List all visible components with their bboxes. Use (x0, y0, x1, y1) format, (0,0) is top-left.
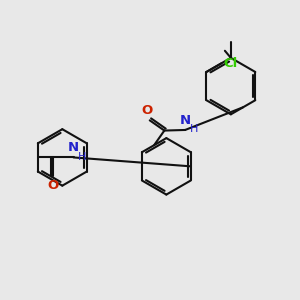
Text: N: N (68, 142, 79, 154)
Text: O: O (142, 104, 153, 117)
Text: H: H (78, 152, 86, 162)
Text: Cl: Cl (223, 57, 237, 70)
Text: O: O (48, 179, 59, 192)
Text: N: N (179, 114, 191, 127)
Text: H: H (190, 124, 198, 134)
